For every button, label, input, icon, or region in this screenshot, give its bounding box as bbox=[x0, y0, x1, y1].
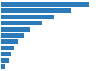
Bar bbox=[0, 58, 9, 63]
Bar bbox=[0, 46, 14, 50]
Bar bbox=[0, 52, 11, 56]
Bar bbox=[0, 39, 18, 44]
Bar bbox=[0, 33, 24, 38]
Bar bbox=[0, 64, 5, 69]
Bar bbox=[0, 8, 71, 13]
Bar bbox=[0, 21, 42, 25]
Bar bbox=[0, 2, 89, 7]
Bar bbox=[0, 27, 30, 32]
Bar bbox=[0, 15, 54, 19]
